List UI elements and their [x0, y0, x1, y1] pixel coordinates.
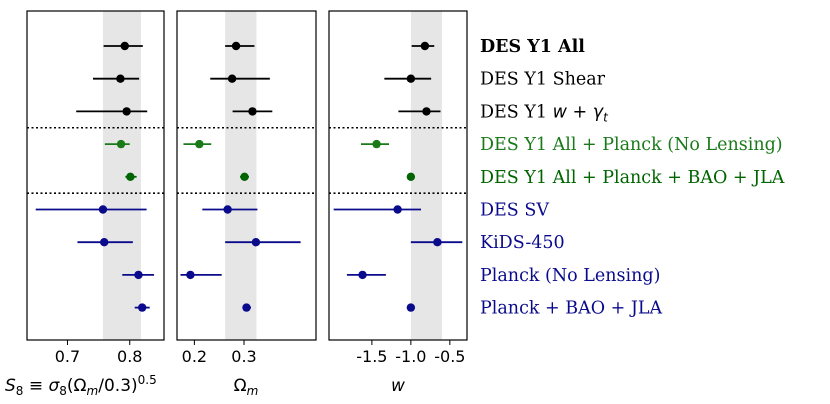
data-point — [116, 74, 125, 83]
x-tick-label: 0.3 — [231, 347, 256, 366]
reference-band — [410, 11, 443, 340]
reference-band — [102, 11, 141, 340]
data-point — [122, 107, 131, 116]
data-point — [126, 172, 135, 181]
data-point — [406, 303, 416, 312]
legend-label: DES Y1 All + Planck + BAO + JLA — [480, 168, 785, 188]
legend-label: Planck + BAO + JLA — [480, 299, 663, 319]
legend-label: DES Y1 w + γt — [480, 102, 609, 124]
x-tick-label: 0.2 — [182, 347, 207, 366]
data-point — [433, 238, 442, 247]
data-point — [248, 107, 257, 116]
data-point — [372, 139, 381, 149]
data-point — [227, 74, 237, 83]
data-point — [420, 41, 430, 51]
x-tick-label: 0.8 — [117, 347, 142, 366]
panel-frame — [176, 10, 317, 341]
data-point — [186, 270, 195, 280]
legend-label: Planck (No Lensing) — [480, 266, 660, 286]
data-point — [242, 303, 251, 312]
x-tick-label: -1.0 — [395, 347, 426, 366]
panel-frame — [328, 10, 468, 341]
x-axis-label: Ωm — [234, 376, 259, 398]
data-point — [223, 205, 232, 214]
legend-label: KiDS-450 — [480, 233, 565, 253]
data-point — [358, 270, 367, 280]
data-point — [98, 205, 108, 214]
data-point — [116, 139, 126, 149]
data-point — [251, 238, 261, 247]
data-point — [231, 41, 241, 51]
data-point — [240, 172, 249, 181]
data-point — [393, 205, 402, 214]
x-tick-label: -1.5 — [356, 347, 387, 366]
data-point — [195, 139, 204, 149]
legend-label: DES Y1 All — [480, 37, 585, 57]
panel-3: -1.5 -1.0 -0.5 — [328, 10, 468, 366]
legend-label: DES Y1 Shear — [480, 70, 606, 90]
x-axis-label: w — [391, 376, 405, 396]
legend-label: DES Y1 All + Planck (No Lensing) — [480, 135, 783, 155]
data-point — [100, 238, 109, 247]
legend-label: DES SV — [480, 201, 549, 221]
panel-frame — [26, 10, 165, 341]
data-point — [406, 172, 416, 181]
data-point — [422, 107, 431, 116]
x-axis-label: S8 ≡ σ8(Ωm/0.3)0.5 — [5, 373, 157, 398]
data-point — [134, 270, 143, 280]
panel-1: 0.7 0.8 — [26, 10, 165, 366]
x-tick-label: -0.5 — [434, 347, 465, 366]
data-point — [138, 303, 147, 312]
x-tick-label: 0.7 — [55, 347, 80, 366]
data-point — [120, 41, 129, 51]
panel-2: 0.2 0.3 — [176, 10, 317, 366]
data-point — [406, 74, 416, 83]
